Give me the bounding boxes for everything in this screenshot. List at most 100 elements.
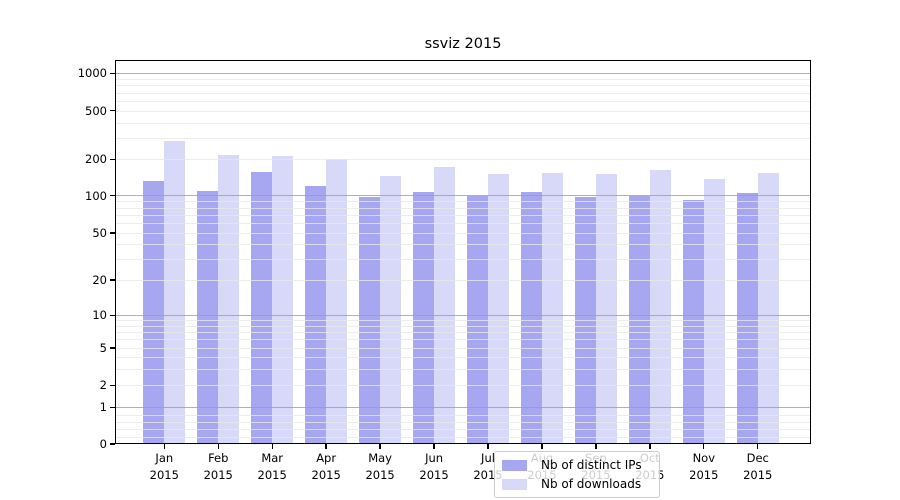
x-tick-mark xyxy=(379,444,381,449)
y-tick-mark xyxy=(110,232,115,234)
bar-downloads-feb xyxy=(218,154,240,444)
grid-line-minor xyxy=(115,85,811,87)
x-tick-mark xyxy=(703,444,705,449)
x-tick-year: 2015 xyxy=(149,468,179,482)
grid-line-minor xyxy=(115,159,811,161)
x-tick-mark xyxy=(541,444,543,449)
x-tick-mark xyxy=(649,444,651,449)
x-tick-label-nov: Nov 2015 xyxy=(674,450,734,484)
bar-downloads-dec xyxy=(757,172,779,444)
x-tick-label-dec: Dec 2015 xyxy=(728,450,788,484)
legend-item-downloads: Nb of downloads xyxy=(501,476,653,492)
grid-line-minor xyxy=(115,207,811,209)
x-tick-year: 2015 xyxy=(203,468,233,482)
legend-swatch-downloads xyxy=(502,478,527,490)
grid-line-minor xyxy=(115,214,811,216)
grid-line-minor xyxy=(115,348,811,350)
y-tick-mark xyxy=(110,195,115,197)
x-tick-label-may: May 2015 xyxy=(350,450,410,484)
y-tick-mark xyxy=(110,406,115,409)
x-tick-year: 2015 xyxy=(311,468,341,482)
bar-distinct-ips-jul xyxy=(467,195,488,444)
grid-line-minor xyxy=(115,339,811,341)
x-tick-mark xyxy=(757,444,759,449)
x-tick-year: 2015 xyxy=(257,468,287,482)
grid-line-minor xyxy=(115,385,811,387)
grid-line-minor xyxy=(115,137,811,139)
bar-downloads-jan xyxy=(164,140,186,444)
grid-line-major xyxy=(115,406,811,409)
y-tick-label: 1000 xyxy=(77,66,107,81)
legend-label-distinct-ips: Nb of distinct IPs xyxy=(541,458,642,472)
y-tick-mark xyxy=(110,314,115,316)
bar-downloads-nov xyxy=(703,178,725,444)
legend-label-downloads: Nb of downloads xyxy=(541,477,642,491)
y-tick-mark xyxy=(110,384,115,387)
bar-downloads-may xyxy=(380,175,402,444)
bar-distinct-ips-mar xyxy=(251,172,273,444)
x-tick-label-apr: Apr 2015 xyxy=(296,450,356,484)
y-tick-mark xyxy=(110,72,115,75)
grid-line-minor xyxy=(115,320,811,322)
grid-line-minor xyxy=(115,201,811,203)
bar-distinct-ips-feb xyxy=(197,191,219,444)
bar-distinct-ips-aug xyxy=(520,192,542,444)
grid-line-minor xyxy=(115,79,811,81)
y-tick-mark xyxy=(110,109,115,112)
y-tick-label: 1 xyxy=(99,400,107,415)
y-tick-mark xyxy=(110,158,115,161)
y-tick-mark xyxy=(110,443,115,445)
chart-title: ssviz 2015 xyxy=(424,36,502,52)
grid-line-minor xyxy=(115,100,811,102)
y-tick-label: 20 xyxy=(92,272,107,287)
bar-downloads-apr xyxy=(326,159,348,444)
bar-downloads-aug xyxy=(541,172,563,444)
grid-line-minor xyxy=(115,122,811,124)
grid-line-minor xyxy=(115,436,811,438)
y-tick-label: 500 xyxy=(85,103,107,118)
x-tick-label-mar: Mar 2015 xyxy=(242,450,302,484)
grid-line-minor xyxy=(115,223,811,225)
y-tick-mark xyxy=(110,347,115,349)
x-tick-label-jun: Jun 2015 xyxy=(404,450,464,484)
grid-line-major xyxy=(115,195,811,197)
x-tick-year: 2015 xyxy=(743,468,773,482)
x-tick-mark xyxy=(163,444,165,449)
legend-item-distinct-ips: Nb of distinct IPs xyxy=(501,457,653,473)
y-tick-label: 0 xyxy=(99,437,107,451)
grid-line-minor xyxy=(115,325,811,327)
y-tick-label: 200 xyxy=(85,152,107,167)
y-tick-label: 5 xyxy=(99,341,107,356)
grid-line-major xyxy=(115,72,811,75)
x-tick-year: 2015 xyxy=(689,468,719,482)
y-tick-label: 10 xyxy=(92,308,107,323)
grid-line-minor xyxy=(115,259,811,261)
x-tick-label-jan: Jan 2015 xyxy=(134,450,194,484)
x-tick-year: 2015 xyxy=(365,468,395,482)
grid-line-minor xyxy=(115,368,811,370)
grid-line-minor xyxy=(115,414,811,416)
y-tick-label: 50 xyxy=(92,225,107,240)
grid-line-minor xyxy=(115,357,811,359)
x-tick-mark xyxy=(271,444,273,449)
grid-line-minor xyxy=(115,92,811,94)
bar-downloads-jun xyxy=(434,167,456,444)
x-tick-mark xyxy=(433,444,435,449)
grid-line-minor xyxy=(115,279,811,281)
plot-area: Nb of distinct IPs Nb of downloads xyxy=(115,60,811,498)
legend: Nb of distinct IPs Nb of downloads xyxy=(494,451,660,498)
bar-distinct-ips-oct xyxy=(628,195,650,444)
x-tick-year: 2015 xyxy=(419,468,449,482)
y-tick-label: 100 xyxy=(85,188,107,203)
grid-line-minor xyxy=(115,429,811,431)
bar-downloads-mar xyxy=(272,155,294,444)
x-tick-label-feb: Feb 2015 xyxy=(188,450,248,484)
x-tick-mark xyxy=(217,444,219,449)
grid-line-major xyxy=(115,314,811,316)
bar-distinct-ips-nov xyxy=(682,199,704,444)
bar-downloads-sep xyxy=(595,173,617,444)
legend-swatch-distinct-ips xyxy=(502,459,527,471)
bar-distinct-ips-jan xyxy=(143,180,165,444)
x-tick-mark xyxy=(325,444,327,449)
